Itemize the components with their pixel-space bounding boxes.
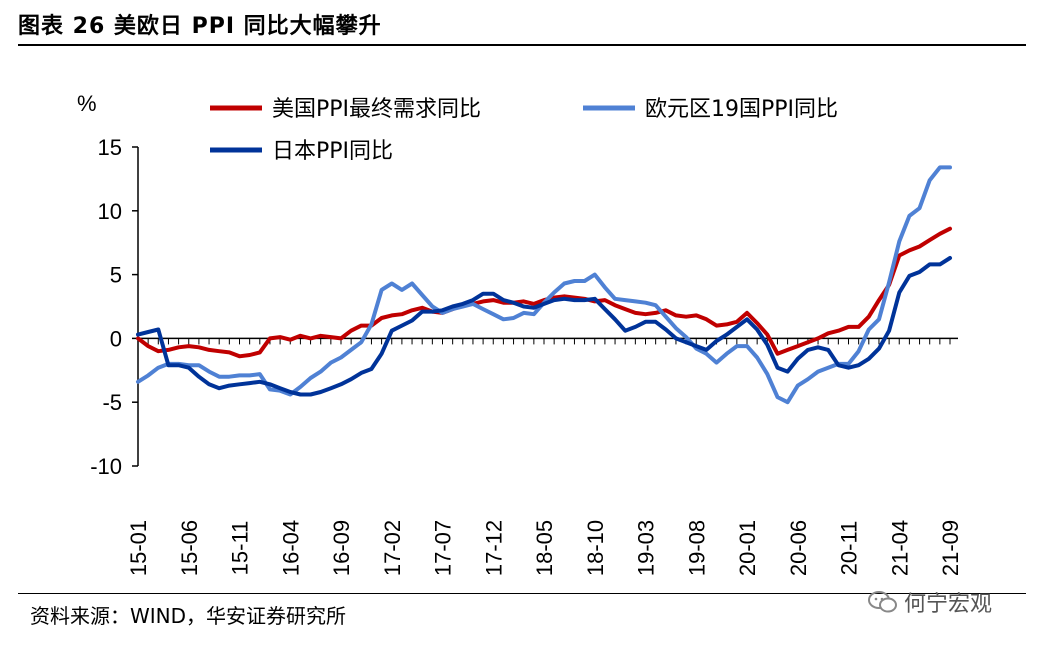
legend-label-1: 欧元区19国PPI同比	[645, 97, 838, 122]
x-tick-label: 21-04	[887, 520, 912, 576]
y-tick-label: 0	[110, 326, 122, 351]
x-tick-label: 18-10	[583, 520, 608, 576]
y-tick-label: 5	[110, 263, 122, 288]
series-line-0	[136, 226, 952, 359]
y-tick-label: -10	[90, 454, 122, 479]
x-tick-label: 15-11	[228, 521, 253, 576]
legend-label-0: 美国PPI最终需求同比	[272, 97, 481, 122]
x-tick-label: 17-12	[481, 520, 506, 576]
x-tick-label: 16-04	[278, 520, 303, 576]
x-tick-label: 20-11	[837, 521, 862, 576]
y-axis-unit-label: %	[77, 91, 97, 116]
y-tick-label: 15	[98, 135, 122, 160]
x-tick-label: 16-09	[329, 520, 354, 576]
x-tick-label: 20-06	[786, 520, 811, 576]
footer-rule	[18, 593, 1026, 594]
x-tick-label: 17-07	[431, 520, 456, 576]
title-rule	[18, 44, 1026, 46]
x-tick-label: 15-06	[177, 520, 202, 576]
watermark: 何宁宏观	[868, 586, 992, 618]
x-tick-label: 15-01	[126, 520, 151, 576]
x-tick-label: 18-05	[532, 520, 557, 576]
x-tick-label: 17-02	[380, 520, 405, 576]
x-tick-label: 19-03	[634, 520, 659, 576]
wechat-icon	[868, 591, 897, 613]
series-line-2	[136, 256, 952, 397]
x-tick-label: 19-08	[684, 520, 709, 576]
series-line-1	[136, 165, 952, 405]
source-note: 资料来源：WIND，华安证券研究所	[30, 604, 347, 628]
figure-title: 图表 26 美欧日 PPI 同比大幅攀升	[18, 14, 382, 39]
y-tick-label: -5	[102, 390, 122, 415]
series-layer	[136, 165, 952, 405]
watermark-text: 何宁宏观	[904, 592, 993, 617]
x-tick-label: 21-09	[938, 520, 963, 576]
y-tick-label: 10	[98, 199, 122, 224]
x-tick-label: 20-01	[735, 520, 760, 576]
legend-label-2: 日本PPI同比	[272, 139, 393, 164]
